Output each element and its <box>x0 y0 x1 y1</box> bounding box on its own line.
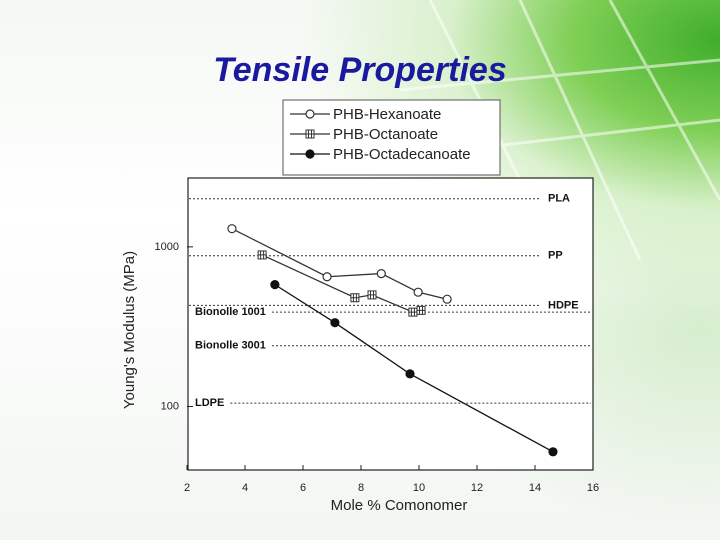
marker <box>416 305 426 315</box>
marker-cross <box>417 306 426 315</box>
x-tick-label: 16 <box>587 482 599 494</box>
marker-cross <box>258 250 267 259</box>
background-grid <box>399 0 720 261</box>
x-tick-label: 10 <box>413 482 425 494</box>
marker-cross <box>306 130 314 138</box>
marker <box>367 290 377 300</box>
marker <box>350 293 360 303</box>
y-tick-label: 1000 <box>155 241 179 253</box>
legend-label: PHB-Octadecanoate <box>333 146 471 163</box>
y-tick-label: 100 <box>161 400 179 412</box>
x-tick-label: 2 <box>184 482 190 494</box>
legend-marker <box>305 109 315 119</box>
x-tick-label: 4 <box>242 482 248 494</box>
legend <box>282 99 501 176</box>
marker <box>376 268 386 279</box>
x-tick-label: 6 <box>300 482 306 494</box>
legend-marker <box>305 149 315 159</box>
marker <box>257 250 267 260</box>
marker <box>322 272 332 282</box>
marker <box>548 447 558 457</box>
x-tick-label: 8 <box>358 482 364 494</box>
slide-title: Tensile Properties <box>213 51 507 89</box>
plot-area <box>187 177 594 471</box>
x-axis-label: Mole % Comonomer <box>331 497 468 514</box>
reference-label: LDPE <box>195 397 224 409</box>
reference-label: HDPE <box>548 299 579 311</box>
reference-label: PP <box>548 250 563 262</box>
marker-cross <box>350 293 359 302</box>
legend-label: PHB-Hexanoate <box>333 106 441 123</box>
marker <box>442 294 452 304</box>
marker <box>408 307 418 317</box>
reference-label: Bionolle 3001 <box>195 340 266 352</box>
reference-label: PLA <box>548 193 570 205</box>
legend-label: PHB-Octanoate <box>333 126 438 143</box>
marker-cross <box>368 290 377 299</box>
marker <box>413 287 423 297</box>
x-tick-label: 12 <box>471 482 483 494</box>
marker-cross <box>408 308 417 317</box>
x-tick-label: 14 <box>529 482 541 494</box>
marker <box>405 369 415 379</box>
marker <box>330 318 340 328</box>
y-axis-label: Young's Modulus (MPa) <box>121 251 138 409</box>
marker <box>227 224 237 234</box>
legend-marker <box>305 129 315 139</box>
marker <box>270 280 280 290</box>
series-line <box>274 284 554 453</box>
reference-label: Bionolle 1001 <box>195 306 266 318</box>
